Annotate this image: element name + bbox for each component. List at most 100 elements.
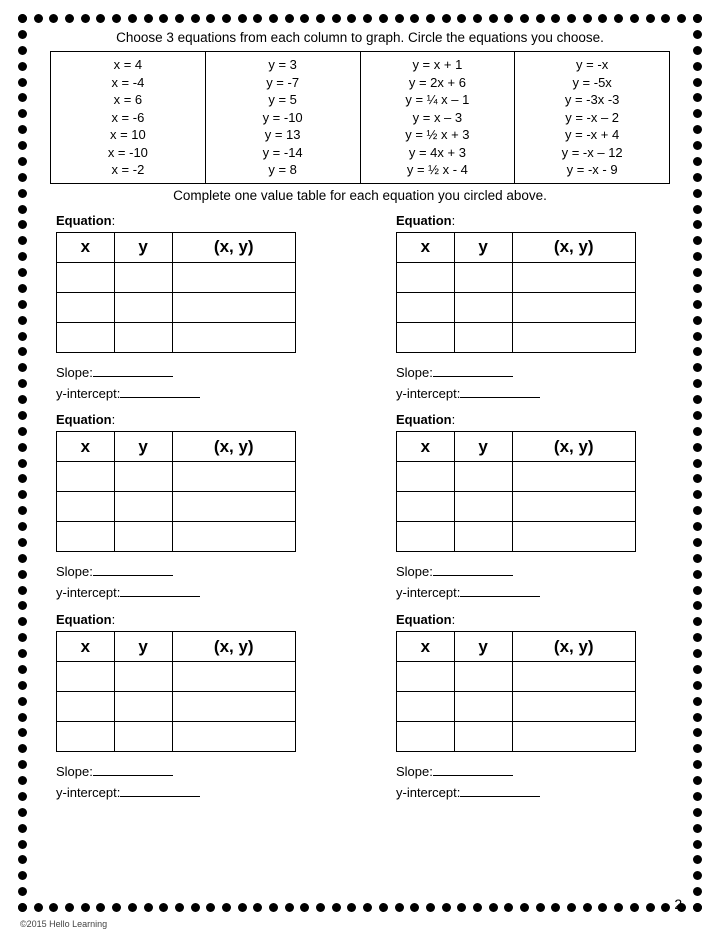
equation-text: y = ¼ x – 1 bbox=[361, 91, 515, 109]
y-intercept-blank[interactable] bbox=[460, 397, 540, 398]
value-table-cell[interactable] bbox=[57, 662, 115, 692]
equation-column: y = x + 1y = 2x + 6y = ¼ x – 1y = x – 3y… bbox=[361, 52, 516, 183]
value-table-cell[interactable] bbox=[172, 322, 296, 352]
value-table-cell[interactable] bbox=[57, 692, 115, 722]
value-table-cell[interactable] bbox=[397, 292, 455, 322]
value-table-cell[interactable] bbox=[114, 492, 172, 522]
y-intercept-blank[interactable] bbox=[460, 596, 540, 597]
value-table-cell[interactable] bbox=[512, 722, 636, 752]
value-table-cell[interactable] bbox=[114, 662, 172, 692]
value-table-cell[interactable] bbox=[512, 322, 636, 352]
page-number: 2. bbox=[674, 896, 686, 912]
value-table-cell[interactable] bbox=[172, 492, 296, 522]
value-table-cell[interactable] bbox=[57, 292, 115, 322]
value-table-cell[interactable] bbox=[57, 462, 115, 492]
slope-blank[interactable] bbox=[433, 575, 513, 576]
y-intercept-blank[interactable] bbox=[120, 397, 200, 398]
slope-line: Slope: bbox=[56, 363, 330, 384]
table-row bbox=[397, 322, 636, 352]
value-table-cell[interactable] bbox=[397, 662, 455, 692]
value-table-header: (x, y) bbox=[172, 632, 296, 662]
slope-line: Slope: bbox=[56, 762, 330, 783]
slope-intercept-lines: Slope:y-intercept: bbox=[56, 562, 330, 604]
value-table-block: Equation:xy(x, y) Slope:y-intercept: bbox=[50, 412, 330, 604]
value-table-block: Equation:xy(x, y) Slope:y-intercept: bbox=[50, 213, 330, 405]
value-table-cell[interactable] bbox=[172, 722, 296, 752]
value-table-cell[interactable] bbox=[57, 262, 115, 292]
value-table-cell[interactable] bbox=[172, 292, 296, 322]
value-table: xy(x, y) bbox=[56, 232, 296, 353]
content-area: Choose 3 equations from each column to g… bbox=[50, 30, 670, 902]
value-table-cell[interactable] bbox=[397, 462, 455, 492]
slope-blank[interactable] bbox=[93, 376, 173, 377]
value-table-cell[interactable] bbox=[454, 292, 512, 322]
value-table: xy(x, y) bbox=[396, 431, 636, 552]
value-table-cell[interactable] bbox=[454, 662, 512, 692]
value-table-cell[interactable] bbox=[454, 722, 512, 752]
value-table-cell[interactable] bbox=[512, 662, 636, 692]
value-table-cell[interactable] bbox=[172, 662, 296, 692]
y-intercept-line: y-intercept: bbox=[56, 384, 330, 405]
value-table-header: y bbox=[454, 632, 512, 662]
value-table-cell[interactable] bbox=[57, 722, 115, 752]
value-table: xy(x, y) bbox=[396, 631, 636, 752]
equation-text: y = 4x + 3 bbox=[361, 144, 515, 162]
value-tables-grid: Equation:xy(x, y) Slope:y-intercept:Equa… bbox=[50, 213, 670, 804]
value-table-cell[interactable] bbox=[57, 322, 115, 352]
value-table-cell[interactable] bbox=[397, 322, 455, 352]
value-table-cell[interactable] bbox=[512, 492, 636, 522]
value-table-cell[interactable] bbox=[397, 492, 455, 522]
value-table-cell[interactable] bbox=[114, 692, 172, 722]
value-table-cell[interactable] bbox=[454, 492, 512, 522]
y-intercept-blank[interactable] bbox=[460, 796, 540, 797]
value-table-cell[interactable] bbox=[397, 722, 455, 752]
value-table-cell[interactable] bbox=[454, 262, 512, 292]
slope-blank[interactable] bbox=[93, 575, 173, 576]
value-table-cell[interactable] bbox=[512, 262, 636, 292]
equation-text: y = -3x -3 bbox=[515, 91, 669, 109]
slope-line: Slope: bbox=[396, 363, 670, 384]
value-table-header: x bbox=[397, 632, 455, 662]
value-table-cell[interactable] bbox=[57, 492, 115, 522]
value-table-cell[interactable] bbox=[397, 262, 455, 292]
value-table-cell[interactable] bbox=[114, 722, 172, 752]
slope-blank[interactable] bbox=[93, 775, 173, 776]
equation-text: y = 8 bbox=[206, 161, 360, 179]
value-table-cell[interactable] bbox=[512, 292, 636, 322]
slope-blank[interactable] bbox=[433, 376, 513, 377]
top-instruction: Choose 3 equations from each column to g… bbox=[50, 30, 670, 45]
equation-text: y = 5 bbox=[206, 91, 360, 109]
value-table-cell[interactable] bbox=[512, 522, 636, 552]
value-table-header: x bbox=[397, 232, 455, 262]
value-table-cell[interactable] bbox=[454, 322, 512, 352]
y-intercept-blank[interactable] bbox=[120, 796, 200, 797]
value-table-cell[interactable] bbox=[512, 692, 636, 722]
value-table: xy(x, y) bbox=[56, 631, 296, 752]
table-row bbox=[397, 292, 636, 322]
value-table-cell[interactable] bbox=[114, 462, 172, 492]
value-table-cell[interactable] bbox=[454, 692, 512, 722]
value-table-cell[interactable] bbox=[454, 462, 512, 492]
worksheet-page: Choose 3 equations from each column to g… bbox=[0, 0, 720, 932]
value-table-cell[interactable] bbox=[114, 322, 172, 352]
value-table-cell[interactable] bbox=[57, 522, 115, 552]
value-table-cell[interactable] bbox=[397, 692, 455, 722]
value-table-cell[interactable] bbox=[172, 522, 296, 552]
value-table-header: (x, y) bbox=[172, 232, 296, 262]
mid-instruction: Complete one value table for each equati… bbox=[50, 188, 670, 203]
equation-label: Equation: bbox=[56, 412, 330, 427]
value-table-cell[interactable] bbox=[172, 462, 296, 492]
value-table-cell[interactable] bbox=[397, 522, 455, 552]
value-table-cell[interactable] bbox=[114, 262, 172, 292]
equation-label: Equation: bbox=[396, 412, 670, 427]
value-table-cell[interactable] bbox=[114, 292, 172, 322]
value-table-cell[interactable] bbox=[172, 692, 296, 722]
value-table-cell[interactable] bbox=[172, 262, 296, 292]
y-intercept-blank[interactable] bbox=[120, 596, 200, 597]
equation-text: x = -10 bbox=[51, 144, 205, 162]
value-table-cell[interactable] bbox=[512, 462, 636, 492]
slope-blank[interactable] bbox=[433, 775, 513, 776]
value-table-cell[interactable] bbox=[454, 522, 512, 552]
value-table-header: x bbox=[57, 632, 115, 662]
value-table-cell[interactable] bbox=[114, 522, 172, 552]
